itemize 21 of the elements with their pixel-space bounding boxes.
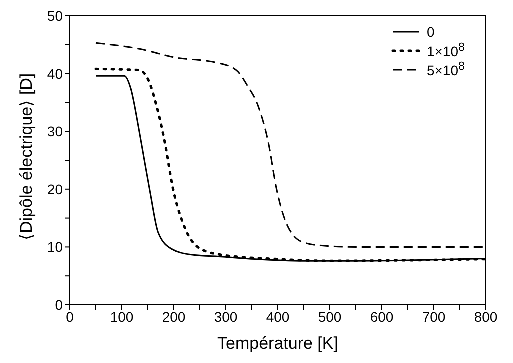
y-tick-label: 30: [47, 124, 64, 140]
legend-label: 0: [426, 24, 435, 40]
y-tick-label: 40: [47, 66, 64, 82]
x-tick-label: 200: [162, 308, 186, 325]
y-tick-label: 0: [55, 296, 64, 313]
y-tick-label: 10: [47, 239, 64, 256]
x-tick-label: 700: [422, 308, 446, 325]
y-tick-label: 20: [47, 181, 64, 198]
x-tick-label: 800: [474, 308, 498, 325]
y-axis-title: ⟨Dipôle électrique⟩ [D]: [17, 73, 36, 240]
x-tick-label: 0: [66, 308, 74, 325]
x-axis-title: Température [K]: [218, 334, 338, 353]
legend-label: 1×10$^{8}$: [426, 41, 465, 60]
x-tick-label: 300: [214, 308, 238, 325]
x-tick-label: 500: [318, 308, 342, 325]
y-tick-label: 50: [47, 8, 64, 24]
line-series: [95, 42, 486, 248]
x-tick-label: 600: [370, 308, 394, 325]
x-tick-label: 100: [110, 308, 134, 325]
x-tick-label: 400: [266, 308, 290, 325]
legend-label: 5×10$^{8}$: [426, 60, 465, 79]
